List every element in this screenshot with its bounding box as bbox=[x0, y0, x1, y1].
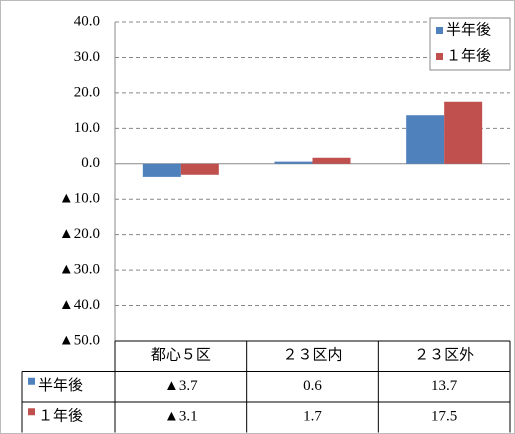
bar bbox=[406, 115, 445, 164]
x-tick-label: ２３区内 bbox=[282, 347, 342, 364]
bar bbox=[274, 161, 313, 164]
y-tick-label: 40.0 bbox=[74, 13, 100, 29]
value-label: 13.7 bbox=[431, 378, 458, 394]
table-series-name: １年後 bbox=[38, 408, 83, 425]
table-legend-marker bbox=[28, 408, 35, 416]
y-tick-label: 10.0 bbox=[74, 120, 100, 136]
y-tick-label: 20.0 bbox=[74, 84, 100, 100]
table-series-name: 半年後 bbox=[38, 377, 83, 394]
y-tick-label: ▲40.0 bbox=[59, 297, 100, 313]
x-tick-label: ２３区外 bbox=[414, 347, 474, 364]
y-tick-label: 30.0 bbox=[74, 49, 100, 65]
bar bbox=[444, 101, 483, 164]
x-tick-label: 都心５区 bbox=[151, 347, 211, 364]
bar bbox=[142, 163, 181, 177]
legend-label: 半年後 bbox=[446, 21, 491, 38]
legend-label: １年後 bbox=[446, 47, 491, 64]
value-label: 1.7 bbox=[303, 409, 322, 425]
y-tick-label: ▲50.0 bbox=[59, 332, 100, 348]
legend-marker bbox=[436, 27, 443, 34]
bar bbox=[180, 163, 219, 175]
legend-marker bbox=[436, 53, 443, 60]
y-tick-label: ▲30.0 bbox=[59, 262, 100, 278]
bar bbox=[312, 157, 351, 164]
table-legend-marker bbox=[28, 377, 35, 385]
y-tick-label: ▲20.0 bbox=[59, 226, 100, 242]
value-label: 0.6 bbox=[303, 378, 322, 394]
value-label: 17.5 bbox=[431, 409, 457, 425]
value-label: ▲3.7 bbox=[164, 378, 198, 394]
value-label: ▲3.1 bbox=[164, 409, 198, 425]
y-tick-label: 0.0 bbox=[81, 155, 100, 171]
legend-box bbox=[429, 17, 511, 71]
y-tick-label: ▲10.0 bbox=[59, 191, 100, 207]
